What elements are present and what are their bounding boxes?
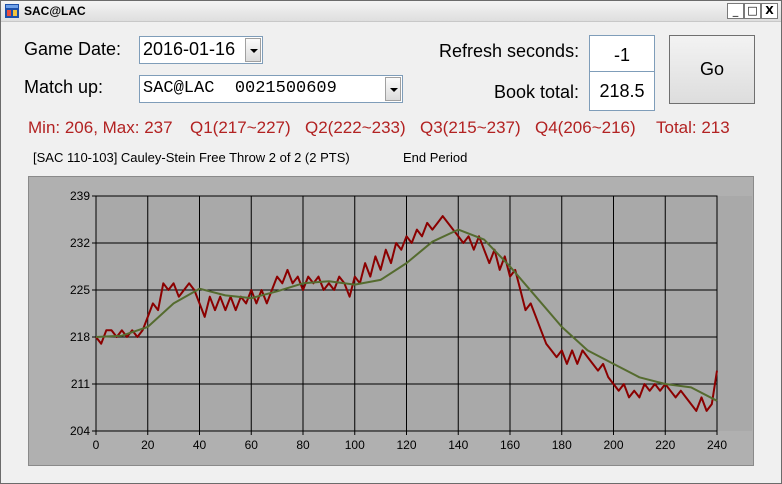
- stat-q3: Q3(215~237): [420, 118, 521, 137]
- game-date-picker[interactable]: 2016-01-16: [139, 36, 263, 64]
- chart-series: [95, 215, 718, 412]
- game-date-value: 2016-01-16: [143, 39, 236, 59]
- stat-q2: Q2(222~233): [305, 118, 406, 137]
- x-tick-label: 40: [193, 438, 207, 452]
- match-up-value: SAC@LAC 0021500609: [143, 79, 337, 98]
- stat-total: Total: 213: [656, 118, 730, 137]
- title-bar[interactable]: SAC@LAC _ □ X: [1, 1, 781, 22]
- moving-average-line: [95, 228, 718, 402]
- stat-minmax: Min: 206, Max: 237: [28, 118, 173, 137]
- period-status-text: End Period: [403, 150, 468, 165]
- go-button[interactable]: Go: [669, 35, 755, 104]
- last-play-text: [SAC 110-103] Cauley-Stein Free Throw 2 …: [33, 150, 350, 165]
- x-tick-label: 180: [552, 438, 572, 452]
- close-button[interactable]: X: [761, 3, 778, 19]
- x-tick-label: 140: [448, 438, 468, 452]
- chevron-down-icon[interactable]: [385, 77, 401, 101]
- y-tick-label: 232: [70, 236, 90, 250]
- maximize-button[interactable]: □: [744, 3, 761, 19]
- x-tick-label: 0: [93, 438, 100, 452]
- y-tick-label: 204: [70, 424, 90, 438]
- x-tick-label: 240: [707, 438, 727, 452]
- refresh-seconds-label: Refresh seconds:: [439, 41, 580, 61]
- x-tick-label: 100: [345, 438, 365, 452]
- book-total-label: Book total:: [494, 82, 580, 102]
- x-tick-label: 220: [655, 438, 675, 452]
- game-date-label: Game Date:: [24, 39, 122, 59]
- x-tick-label: 160: [500, 438, 520, 452]
- x-tick-label: 120: [396, 438, 416, 452]
- total-projection-chart: 0 20 40 60 80 100 120 140 160 180 200 220 240 204 211 2…: [70, 189, 752, 452]
- projection-line: [95, 215, 718, 412]
- y-tick-label: 239: [70, 189, 90, 203]
- axis-ticks: 0 20 40 60 80 100 120 140 160 180 200 220 240 204 211 2…: [70, 189, 727, 452]
- y-tick-label: 211: [71, 377, 90, 391]
- stat-q1: Q1(217~227): [190, 118, 291, 137]
- x-tick-label: 80: [296, 438, 310, 452]
- refresh-seconds-input[interactable]: -1: [589, 35, 655, 75]
- x-tick-label: 200: [603, 438, 623, 452]
- match-up-select[interactable]: SAC@LAC 0021500609: [139, 75, 403, 103]
- y-tick-label: 218: [70, 330, 90, 344]
- app-icon: [5, 4, 19, 18]
- window-title: SAC@LAC: [24, 4, 86, 18]
- book-total-input[interactable]: 218.5: [589, 71, 655, 111]
- stat-q4: Q4(206~216): [535, 118, 636, 137]
- x-tick-label: 60: [245, 438, 259, 452]
- minimize-button[interactable]: _: [727, 3, 744, 19]
- y-tick-label: 225: [70, 283, 90, 297]
- x-tick-label: 20: [141, 438, 155, 452]
- match-up-label: Match up:: [24, 77, 104, 97]
- chart-panel: 0 20 40 60 80 100 120 140 160 180 200 220 240 204 211 2…: [28, 176, 754, 466]
- chevron-down-icon[interactable]: [245, 38, 261, 62]
